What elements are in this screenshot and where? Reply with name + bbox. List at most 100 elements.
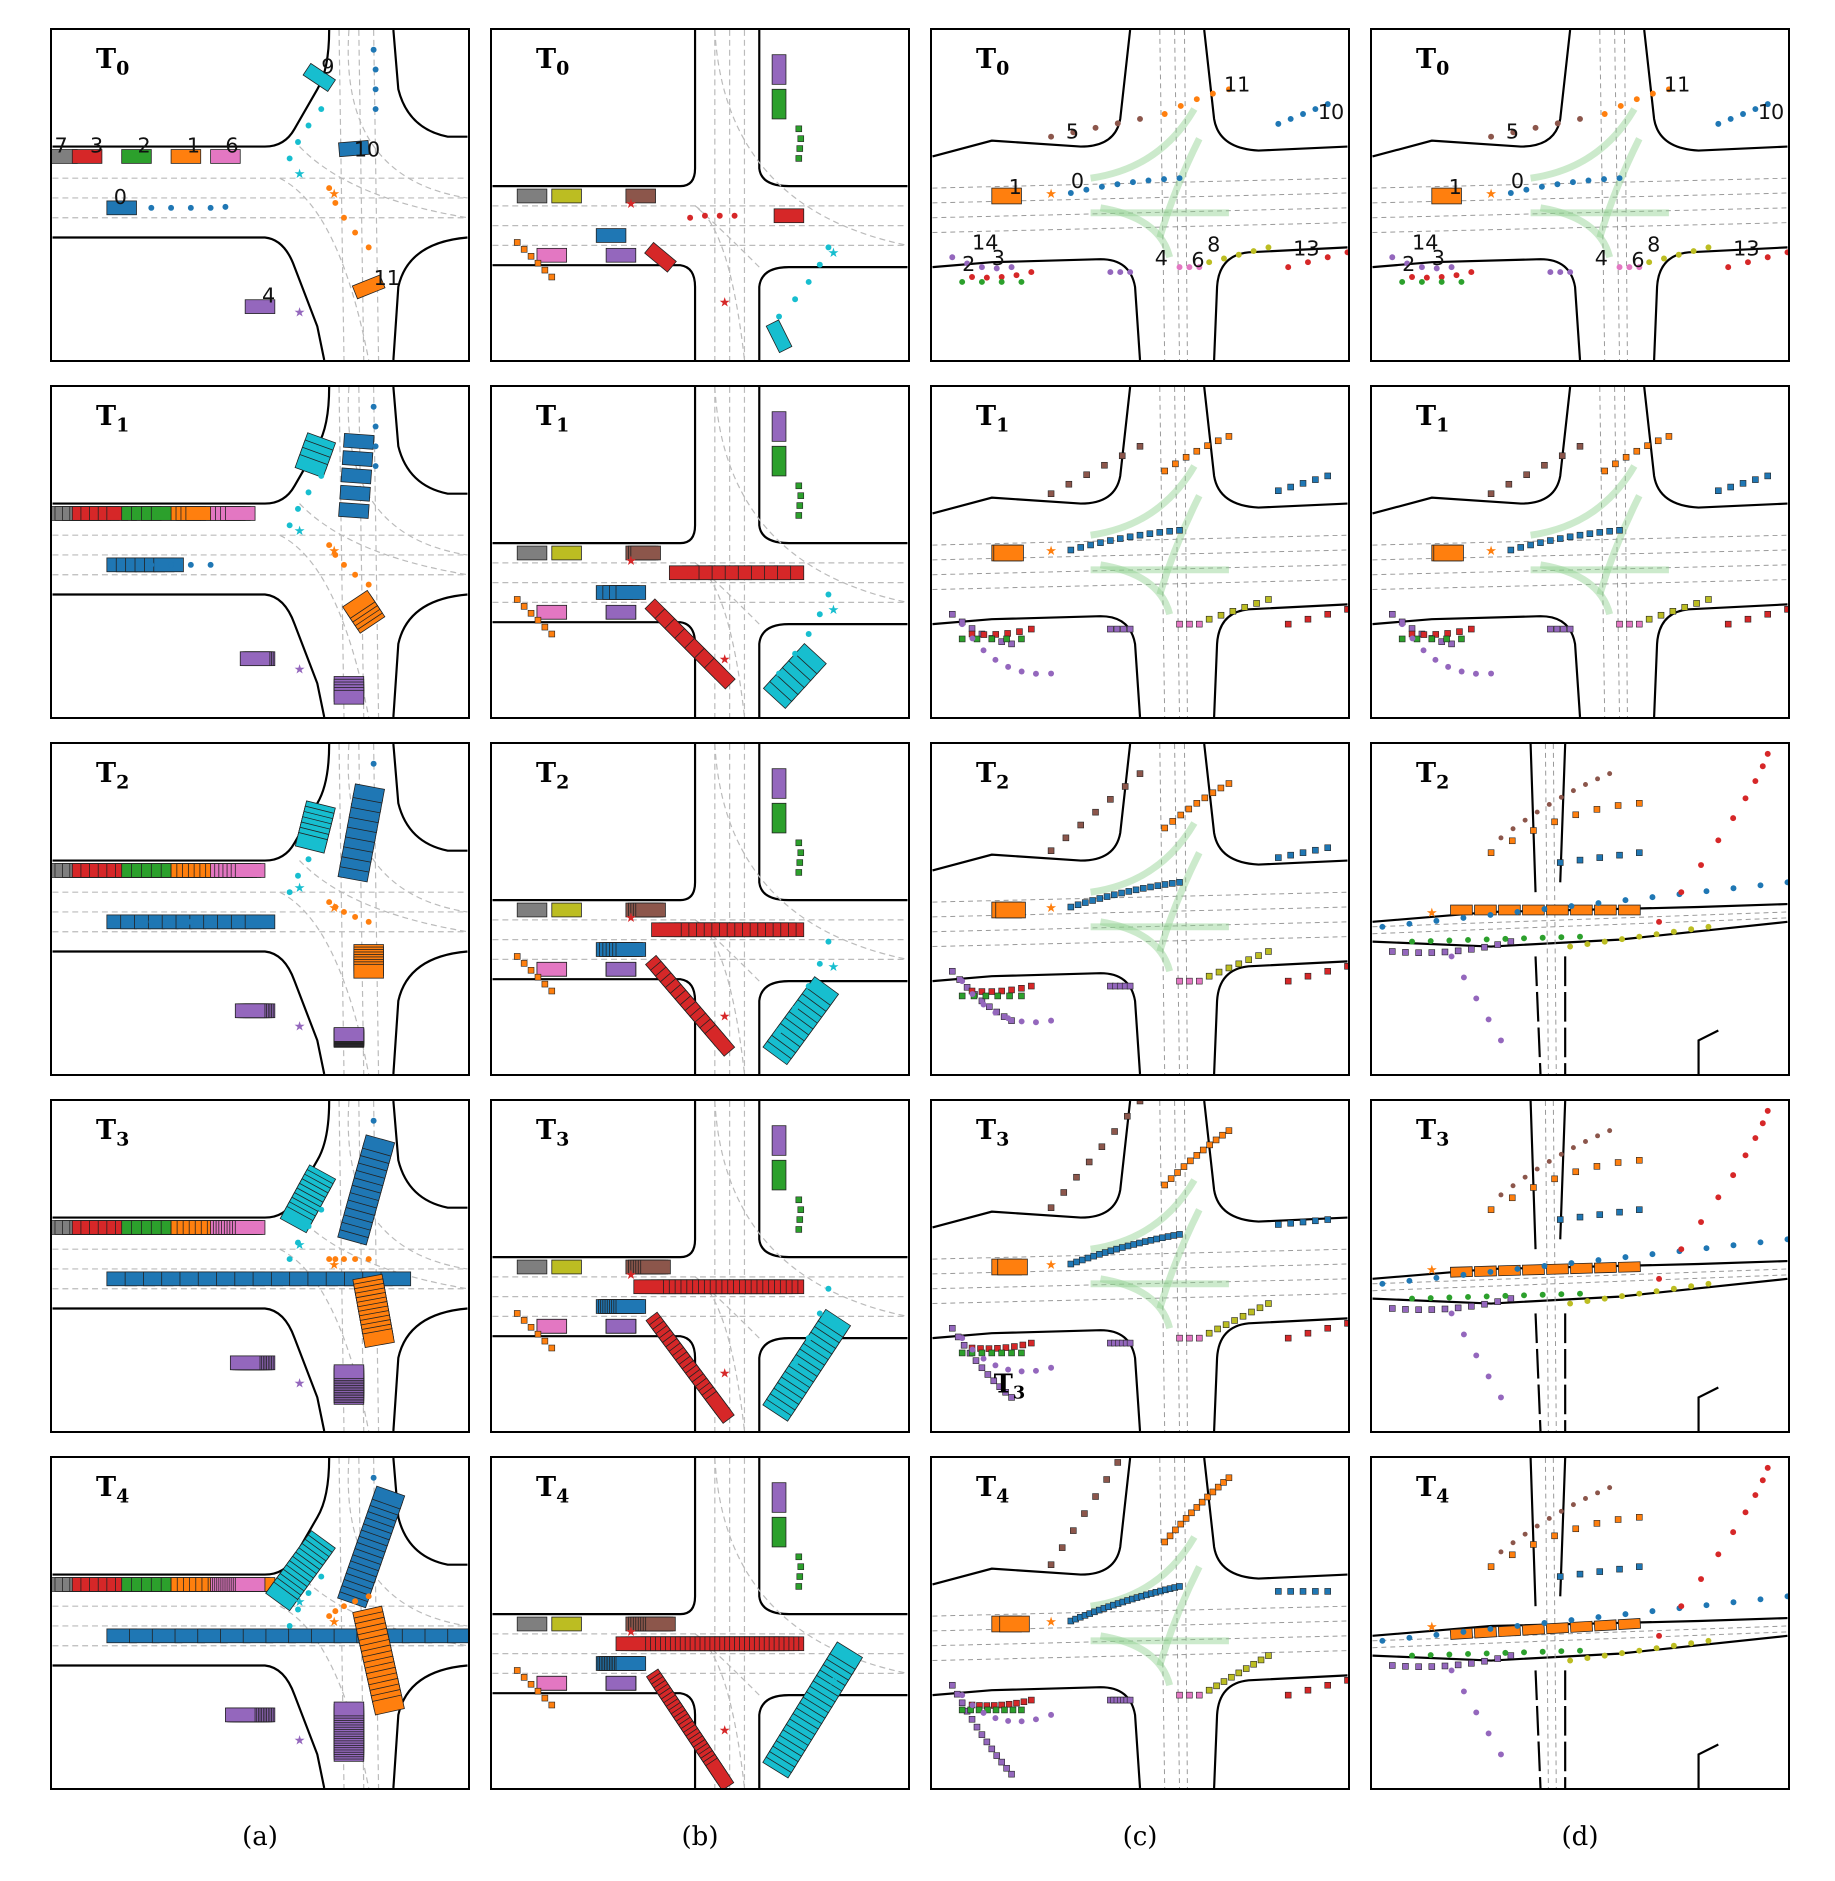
agent-0-point [1569,179,1576,186]
agent-11-point [1633,96,1640,103]
agent-0-point [1606,527,1613,535]
agent-9-point [286,889,293,896]
lane-line [714,744,908,960]
agent-0-point [1487,911,1494,918]
agent-13-point [1324,967,1331,975]
agent-11-point [1593,806,1601,813]
agent-0-point [1098,183,1105,190]
goal-star-icon: ★ [294,1377,306,1392]
agent-purple-top-box [771,1482,787,1513]
agent-olive-box [551,545,582,561]
agent-4-point [1557,269,1564,276]
agent-11-point [1198,1498,1206,1506]
timestep-label: T2 [96,758,130,794]
lane-line [932,1263,1348,1275]
agent-10-point [370,1474,377,1481]
agent-purple-point [1494,941,1501,948]
route-highlight [1090,1535,1198,1610]
agent-9-point [305,1590,312,1596]
agent-0-point [1460,914,1467,921]
scene-plot: ★ ★ ★ [52,1458,468,1788]
agent-4-point [1567,269,1574,276]
agent-5-point [1111,1128,1118,1135]
agent-0-point [1161,881,1169,888]
agent-14-point [993,265,1000,272]
timestep-label: T2 [536,758,570,794]
agent-purple-spread-point [1032,1716,1039,1723]
agent-id-label: 1 [1009,175,1022,199]
agent-11-point [1617,102,1624,109]
agent-11-point [1614,1516,1622,1523]
road-edge [932,972,1142,1074]
agent-purple-spread-point [1420,647,1427,654]
route-highlight [1090,821,1198,896]
agent-0-point [1379,1280,1386,1287]
agent-5-point [1060,1189,1068,1196]
agent-cyan-box [794,643,827,675]
agent-id-label: 0 [1071,169,1084,193]
agent-13-point [1305,259,1311,266]
lane-line [338,30,345,360]
agent-8-point [1705,244,1712,251]
agent-8-point [1688,1640,1695,1647]
agent-6-point [1616,264,1623,271]
agent-4-point [1117,269,1124,276]
lane-line [1614,30,1621,360]
agent-0-point [1406,920,1413,927]
goal-star-icon: ★ [294,1595,306,1610]
agent-purple-point [1454,1661,1462,1669]
road-edge [758,1101,908,1259]
goal-star-icon: ★ [1045,544,1057,559]
agent-green-point [1558,1648,1565,1655]
lane-line [1372,534,1788,546]
goal-star-icon: ★ [719,1367,731,1382]
agent-5-point [1098,1143,1106,1150]
agent-purple-spread-point [969,635,976,642]
route-highlight [1596,137,1643,239]
agent-1-box [1474,904,1497,916]
agent-11-point [1214,1483,1222,1491]
agent-2-point [1438,274,1445,280]
agent-8-point [1619,936,1625,943]
agent-11-box [353,963,384,979]
agent-5-point [1546,801,1552,807]
road-map [52,1458,468,1788]
road-edge [1372,258,1582,360]
agent-10-point [1312,106,1319,113]
goal-star-icon: ★ [719,296,731,311]
agent-14-point [984,1371,992,1378]
agent-0-point [1568,1617,1575,1623]
agents: ★ ★ ★ [52,760,385,1048]
agent-2-point [1011,1343,1018,1350]
goal-star-icon: ★ [828,603,840,618]
agent-orange-point [520,603,528,610]
timestep-label: T4 [96,1472,130,1508]
lane-line [373,387,380,717]
agent-purple-point [1402,949,1409,956]
agent-orange-point [548,1701,556,1709]
road-edge [52,1307,326,1431]
agent-8-point [1205,1329,1213,1337]
agent-purple-point [1454,947,1462,955]
agent-red-point [1764,750,1771,757]
agent-9-point [305,1223,312,1230]
agent-11-point [1614,802,1622,809]
agent-10-point [372,443,379,450]
agent-10-point [1752,476,1759,483]
agent-purple-point [1454,1304,1462,1312]
road-edge [1372,30,1572,158]
agent-8-point [1657,611,1665,619]
agent-8-point [1215,968,1223,976]
agent-purple-top-box [771,54,787,85]
road-map [52,744,468,1074]
agent-8-point [1670,928,1677,935]
lane-line [1544,1101,1549,1431]
lane-line [694,205,760,268]
agent-8-point [1688,1283,1695,1290]
agent-purple-spread-point [1432,656,1439,663]
agent-cyan-point [805,1335,812,1342]
panel-b-t3: ★ ★ ★ T3 [490,1099,910,1433]
lane-line [1183,387,1188,717]
